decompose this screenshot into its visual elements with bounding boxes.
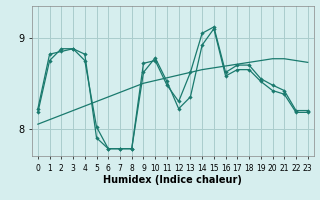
X-axis label: Humidex (Indice chaleur): Humidex (Indice chaleur) xyxy=(103,175,242,185)
